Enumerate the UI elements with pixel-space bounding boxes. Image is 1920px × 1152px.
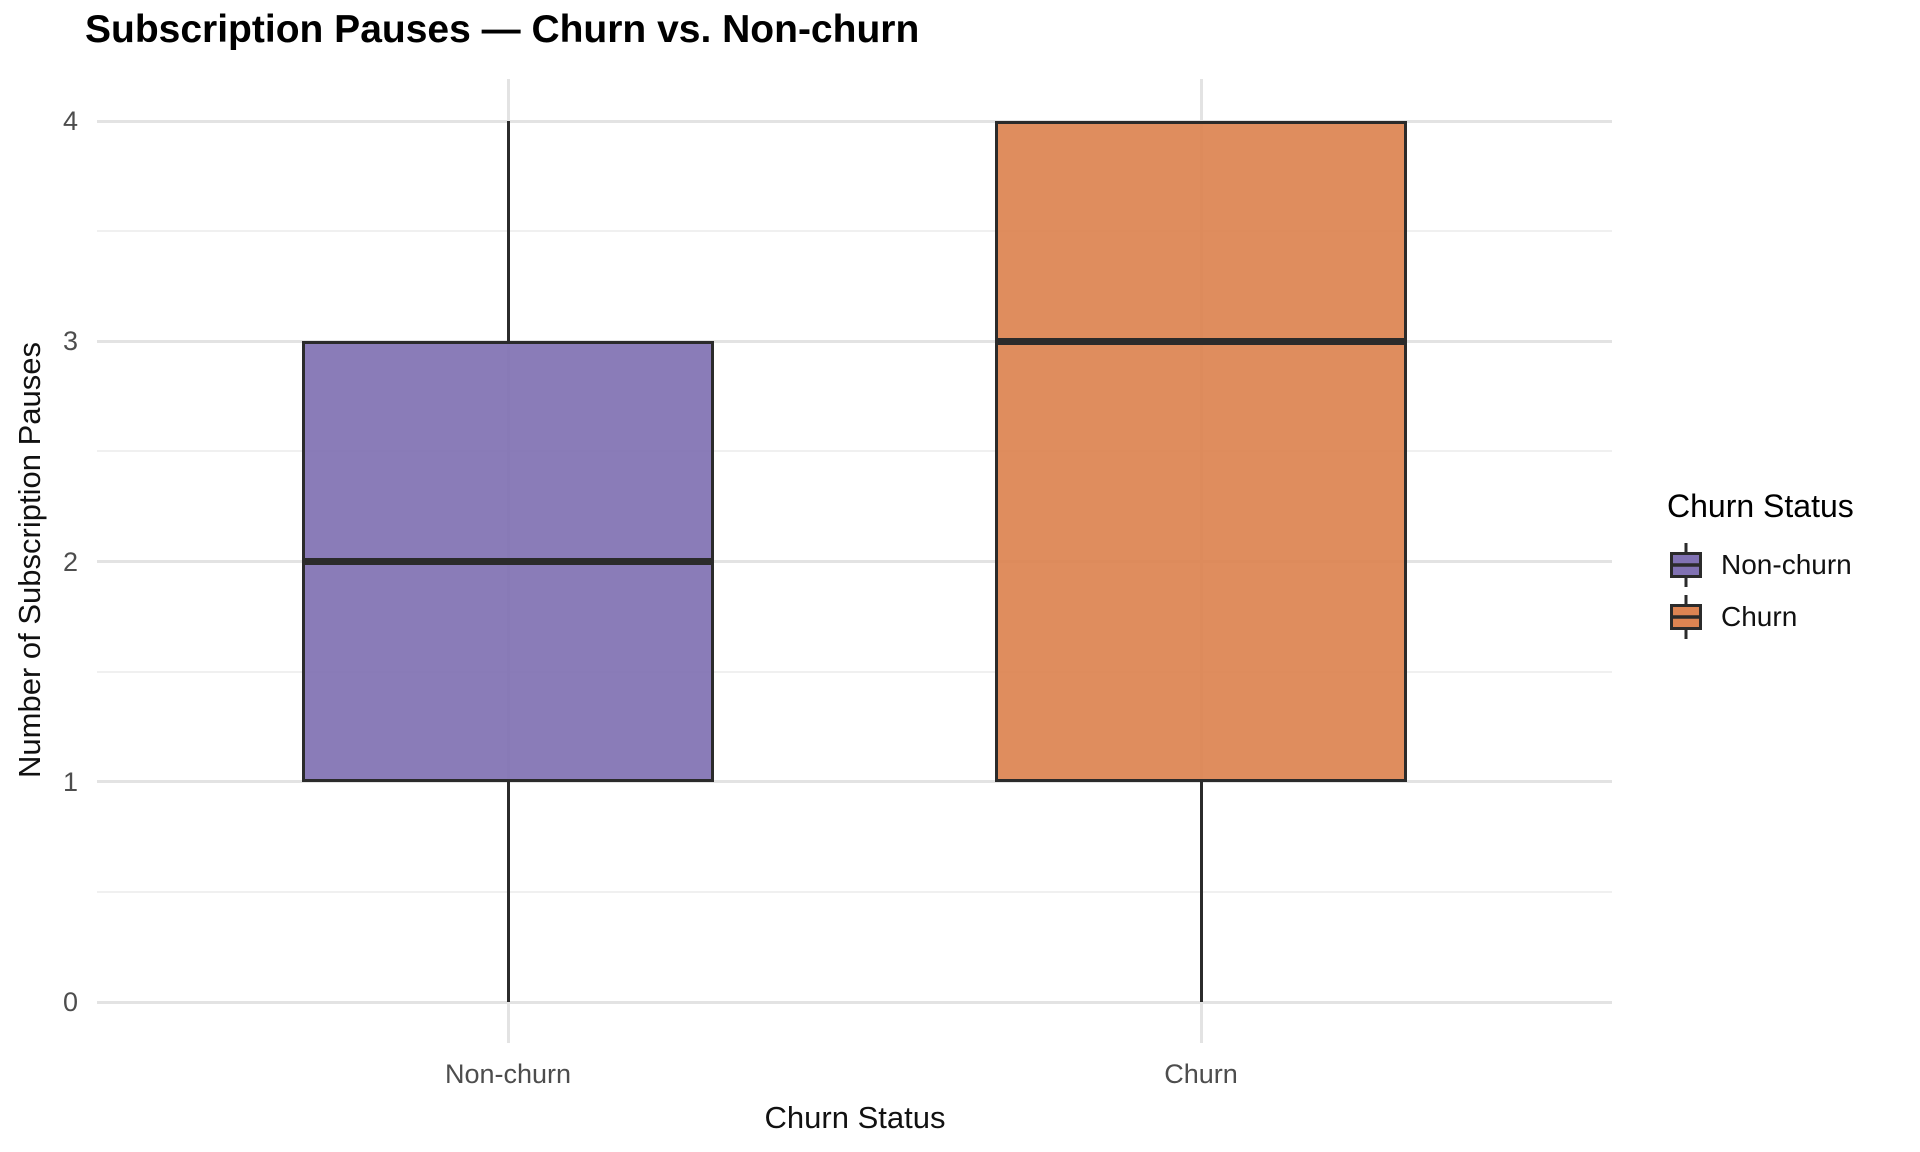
minor-gridline bbox=[97, 670, 1612, 673]
minor-gridline bbox=[97, 230, 1612, 233]
legend-label: Non-churn bbox=[1721, 549, 1852, 580]
major-gridline bbox=[97, 339, 1612, 343]
x-tick-label: Churn bbox=[1164, 1059, 1238, 1089]
lower-whisker bbox=[1199, 781, 1203, 1002]
plot-panel bbox=[97, 79, 1612, 1043]
major-gridline bbox=[97, 780, 1612, 784]
chart-title: Subscription Pauses — Churn vs. Non-chur… bbox=[85, 8, 920, 51]
boxplot-key-icon bbox=[1670, 543, 1702, 587]
legend-entry-churn: Churn bbox=[1667, 595, 1854, 639]
y-tick-label: 2 bbox=[62, 546, 78, 577]
x-tick-label: Non-churn bbox=[444, 1059, 572, 1089]
minor-gridline bbox=[97, 890, 1612, 893]
x-axis-title: Churn Status bbox=[764, 1100, 946, 1135]
legend-label: Churn bbox=[1721, 601, 1798, 632]
boxplot-key-icon bbox=[1670, 595, 1702, 639]
upper-whisker bbox=[506, 121, 510, 342]
median-line bbox=[995, 337, 1407, 345]
major-gridline bbox=[97, 1000, 1612, 1004]
major-gridline bbox=[97, 560, 1612, 563]
box-churn bbox=[995, 121, 1407, 782]
median-line bbox=[302, 558, 714, 565]
legend: Churn Status Non-churn Churn bbox=[1667, 488, 1854, 647]
legend-entry-non-churn: Non-churn bbox=[1667, 543, 1854, 587]
y-tick-label: 4 bbox=[62, 106, 78, 136]
y-axis-title: Number of Subscription Pauses bbox=[12, 342, 47, 778]
y-tick-label: 3 bbox=[62, 326, 78, 357]
y-tick-label: 0 bbox=[62, 987, 78, 1017]
minor-gridline bbox=[97, 450, 1612, 453]
major-gridline bbox=[97, 119, 1612, 123]
y-tick-label: 1 bbox=[62, 766, 78, 797]
lower-whisker bbox=[506, 781, 510, 1002]
legend-title: Churn Status bbox=[1667, 488, 1854, 524]
